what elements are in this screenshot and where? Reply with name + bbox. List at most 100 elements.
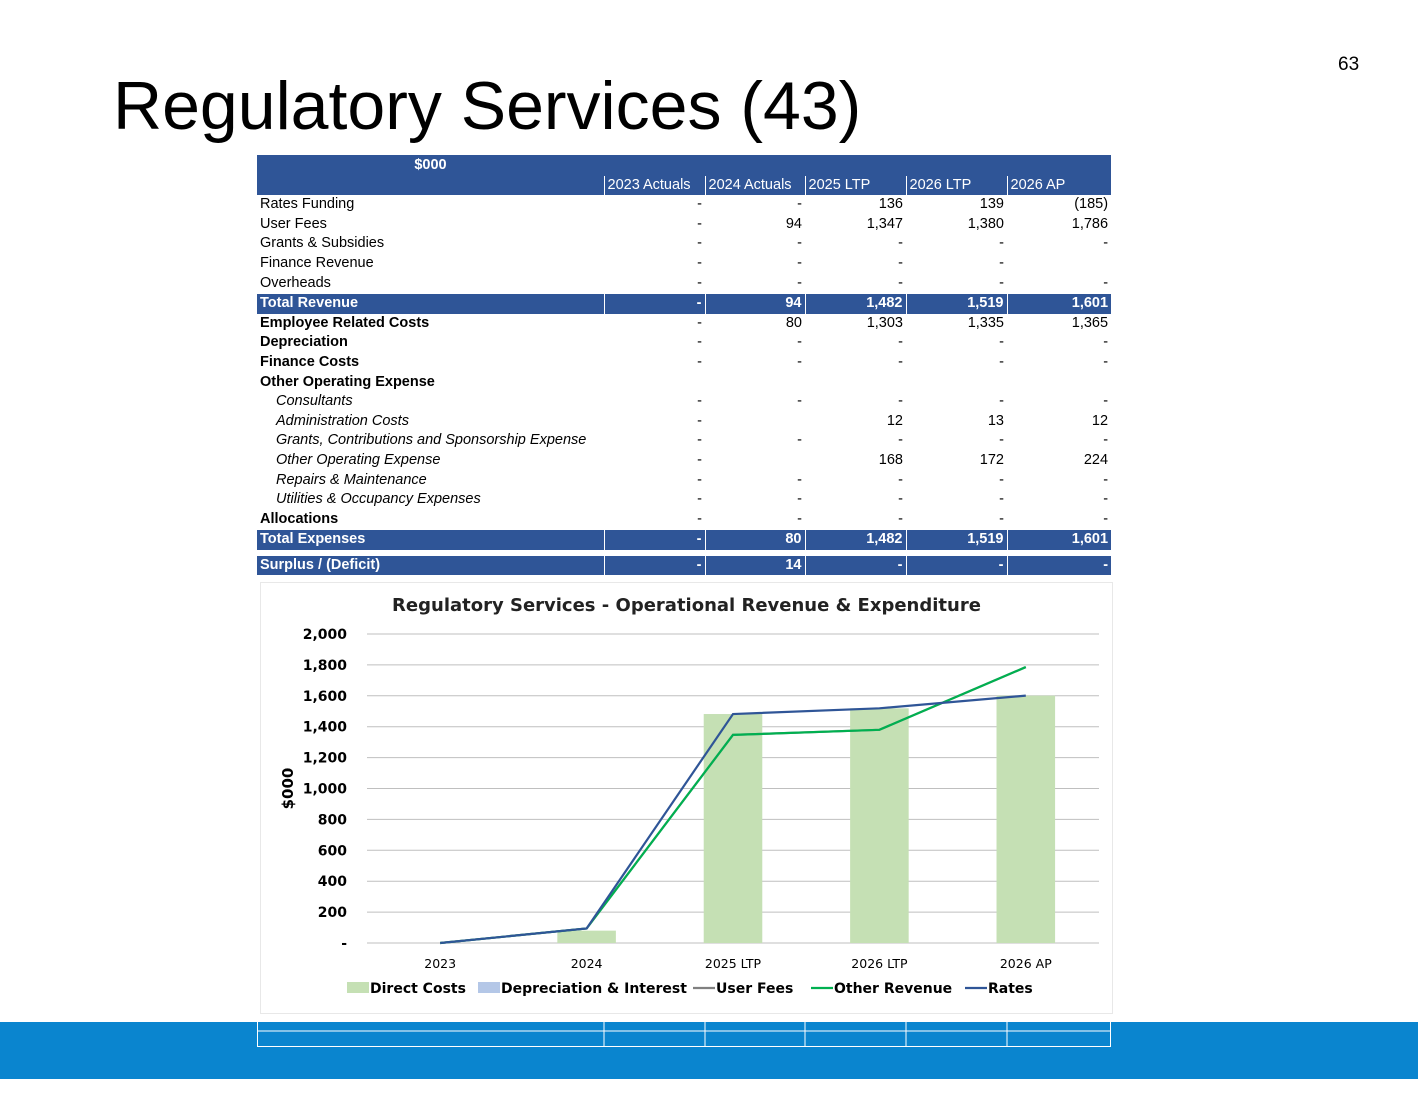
row-value: - [603, 554, 705, 576]
row-value: 1,482 [804, 529, 906, 550]
row-value: 80 [785, 314, 802, 331]
y-tick-label: 1,200 [303, 751, 348, 767]
table-row: Other Operating Expense [257, 372, 1111, 392]
row-value: - [1103, 235, 1109, 252]
row-label: Administration Costs [276, 412, 409, 429]
bar-direct-costs [996, 695, 1056, 943]
row-label: User Fees [260, 215, 327, 232]
row-value: 168 [878, 452, 903, 469]
row-label: Grants & Subsidies [260, 235, 385, 252]
y-tick-label: 2,000 [303, 627, 348, 643]
row-value: 14 [704, 554, 805, 576]
row-value: - [697, 510, 702, 527]
row-value: - [999, 334, 1004, 351]
table-row: Administration Costs - 12 13 12 [257, 412, 1111, 432]
legend-label: Depreciation & Interest [501, 981, 687, 997]
row-value: 1,347 [866, 215, 903, 232]
row-value [906, 372, 1007, 392]
row-value: - [1103, 354, 1109, 371]
y-tick-label: 1,400 [303, 720, 348, 736]
table-row: Repairs & Maintenance - - - - - [257, 470, 1111, 490]
table-row: Surplus / (Deficit) -14- - - [257, 554, 1112, 576]
y-tick-label: 400 [318, 874, 347, 890]
row-value: 1,786 [1071, 215, 1109, 232]
row-value: - [697, 354, 702, 371]
row-value: - [804, 554, 906, 576]
bar-direct-costs [557, 930, 616, 943]
column-header: 2023 Actuals [603, 176, 705, 195]
row-value: 1,482 [804, 292, 906, 314]
row-value: - [797, 432, 802, 449]
row-label: Repairs & Maintenance [276, 471, 427, 488]
table-row: Grants & Subsidies - - - - - [257, 234, 1111, 254]
row-value: - [697, 255, 702, 272]
row-value: - [697, 393, 702, 410]
row-label: Grants, Contributions and Sponsorship Ex… [276, 432, 587, 449]
table-row: Allocations - - - - - [257, 510, 1111, 530]
row-value: - [797, 255, 802, 272]
table-row: Finance Revenue - - - - [257, 254, 1111, 274]
row-value [705, 372, 805, 392]
row-value: 94 [704, 292, 805, 314]
row-value: 1,303 [866, 314, 903, 331]
column-header: 2026 LTP [905, 176, 1007, 195]
row-value: - [697, 471, 702, 488]
row-label: Other Operating Expense [260, 373, 435, 390]
row-value: - [797, 491, 802, 508]
row-value: - [999, 432, 1004, 449]
column-header: 2024 Actuals [704, 176, 805, 195]
row-value: - [797, 196, 802, 213]
row-value [805, 372, 906, 392]
row-value: - [999, 274, 1004, 291]
bar-direct-costs [703, 714, 763, 943]
y-tick-label: - [341, 936, 347, 952]
row-value: - [1103, 334, 1109, 351]
bar-direct-costs [850, 708, 909, 943]
row-value: - [797, 235, 802, 252]
table-row: Grants, Contributions and Sponsorship Ex… [257, 431, 1111, 451]
row-value: - [603, 529, 705, 550]
row-value: - [797, 393, 802, 410]
row-value: - [797, 334, 802, 351]
row-label: Surplus / (Deficit) [257, 554, 604, 576]
row-value: - [697, 412, 702, 429]
line-rates [440, 694, 1026, 945]
row-value: - [697, 274, 702, 291]
row-value: 139 [979, 196, 1004, 213]
chart-title: Regulatory Services - Operational Revenu… [392, 595, 981, 616]
row-value: 1,519 [905, 292, 1007, 314]
row-value: - [697, 215, 702, 232]
row-value [604, 372, 705, 392]
x-tick-label: 2026 LTP [851, 956, 908, 971]
row-value: 172 [979, 452, 1004, 469]
x-tick-label: 2024 [571, 956, 603, 971]
row-label: Employee Related Costs [260, 314, 430, 331]
row-label: Rates Funding [260, 196, 355, 213]
row-value [705, 412, 805, 432]
table-row: Finance Costs - - - - - [257, 353, 1111, 373]
row-value: 12 [886, 412, 903, 429]
row-value: - [898, 471, 903, 488]
table-row: Overheads - - - - - [257, 273, 1111, 293]
y-tick-label: 1,000 [303, 782, 348, 798]
table-row: Rates Funding - - 136 139 (185) [257, 195, 1111, 215]
unit-label: $000 [257, 155, 604, 176]
row-value: - [999, 471, 1004, 488]
row-value: - [999, 393, 1004, 410]
row-value: 1,335 [967, 314, 1004, 331]
row-value: - [1103, 393, 1109, 410]
row-value: - [1006, 554, 1112, 576]
y-tick-label: 200 [318, 905, 347, 921]
row-value: - [898, 255, 903, 272]
page-number: 63 [1338, 54, 1360, 75]
row-value: - [697, 196, 702, 213]
row-value: 136 [878, 196, 903, 213]
row-label: Total Expenses [257, 529, 604, 550]
legend-swatch [347, 982, 369, 993]
table-row: User Fees - 94 1,347 1,380 1,786 [257, 215, 1111, 235]
row-value: 12 [1091, 412, 1109, 429]
row-value: - [697, 452, 702, 469]
page-title: Regulatory Services (43) [113, 68, 862, 144]
y-tick-label: 1,800 [303, 658, 348, 674]
table-row: Total Revenue -94 1,482 1,519 1,601 [257, 292, 1112, 314]
